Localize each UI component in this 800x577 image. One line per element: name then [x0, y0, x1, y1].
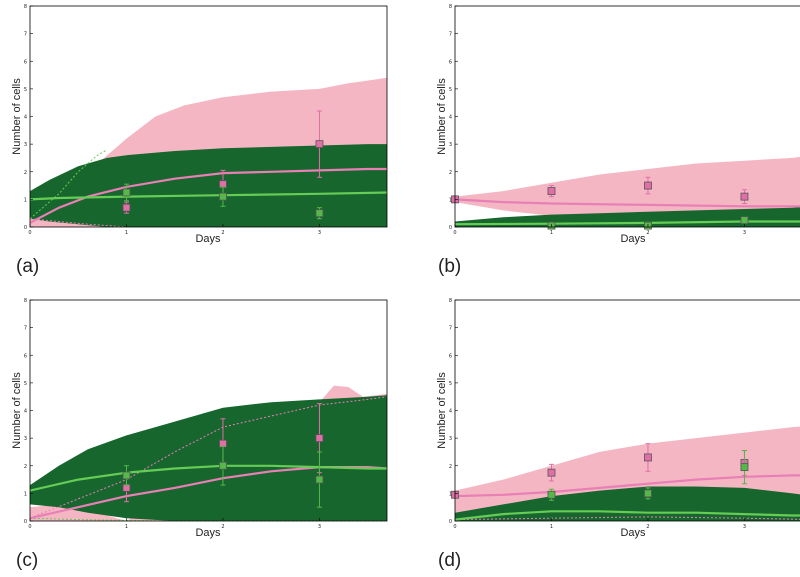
pink-mean-line [30, 167, 387, 224]
y-tick-label: 6 [449, 59, 452, 65]
y-axis-label: Number of cells [11, 78, 23, 155]
x-axis-label: Days [620, 233, 646, 245]
green-mean-line [455, 510, 800, 521]
x-tick-label: 0 [28, 230, 31, 236]
x-tick-label: 3 [318, 524, 321, 530]
green-data-point [122, 471, 131, 480]
green-mean-line [30, 191, 387, 201]
y-tick-label: 6 [24, 353, 27, 359]
chart-panel-c: 0 1 2 3 4 5 6 7 8 0 1 2 3 Days Number of cells (c) [11, 298, 388, 571]
green-data-point [644, 489, 652, 498]
pink-data-point [740, 192, 749, 201]
x-tick-label: 2 [221, 524, 224, 530]
x-tick-label: 3 [743, 230, 746, 236]
green-data-point [315, 209, 324, 218]
x-tick-label: 1 [550, 230, 553, 236]
x-tick-label: 1 [550, 524, 553, 530]
green-data-point [315, 475, 324, 484]
y-tick-label: 1 [449, 197, 452, 203]
y-tick-label: 7 [24, 326, 27, 332]
pink-data-point [547, 468, 556, 477]
y-axis-label: Number of cells [436, 372, 448, 449]
x-tick-label: 2 [221, 230, 224, 236]
green-range-band [30, 144, 387, 227]
y-tick-label: 2 [24, 464, 27, 470]
y-tick-label: 0 [449, 225, 452, 231]
x-tick-label: 1 [125, 524, 128, 530]
panel-label: (a) [16, 256, 39, 277]
pink-dotted-line [30, 396, 387, 519]
x-tick-label: 0 [453, 524, 456, 530]
panel-label: (b) [438, 256, 461, 277]
green-data-point [219, 461, 227, 470]
pink-data-point [315, 434, 324, 443]
chart-panel-d: 0 1 2 3 4 5 6 7 8 0 1 2 3 Days Number of cells (d) [436, 298, 800, 571]
y-tick-label: 7 [24, 32, 27, 38]
pink-data-point [644, 453, 652, 462]
panel-label: (d) [438, 550, 461, 571]
y-tick-label: 1 [24, 491, 27, 497]
y-tick-label: 4 [449, 115, 452, 121]
green-data-point [219, 192, 227, 201]
x-axis-label: Days [620, 527, 646, 539]
pink-range-band [455, 156, 800, 225]
x-tick-label: 2 [646, 230, 649, 236]
y-tick-label: 8 [449, 298, 452, 304]
y-tick-label: 8 [449, 4, 452, 10]
y-tick-label: 0 [449, 519, 452, 525]
y-tick-label: 3 [24, 436, 27, 442]
pink-data-point [644, 181, 652, 190]
green-data-point [740, 216, 749, 224]
x-tick-label: 0 [453, 230, 456, 236]
y-tick-label: 3 [449, 436, 452, 442]
y-tick-label: 5 [24, 381, 27, 387]
y-tick-label: 4 [449, 409, 452, 415]
y-tick-label: 6 [24, 59, 27, 65]
y-tick-label: 0 [24, 519, 27, 525]
x-axis-label: Days [195, 233, 221, 245]
y-tick-label: 7 [449, 326, 452, 332]
green-dotted-line [30, 517, 387, 521]
x-tick-label: 3 [318, 230, 321, 236]
y-tick-label: 2 [449, 170, 452, 176]
y-tick-label: 5 [449, 381, 452, 387]
y-tick-label: 1 [449, 491, 452, 497]
y-tick-label: 0 [24, 225, 27, 231]
y-tick-label: 8 [24, 4, 27, 10]
y-axis-label: Number of cells [436, 78, 448, 155]
y-tick-label: 4 [24, 409, 27, 415]
y-tick-label: 8 [24, 298, 27, 304]
y-tick-label: 5 [449, 87, 452, 93]
pink-data-point [315, 140, 324, 149]
y-tick-label: 4 [24, 115, 27, 121]
pink-data-point [547, 187, 556, 195]
y-tick-label: 6 [449, 353, 452, 359]
y-tick-label: 3 [449, 142, 452, 148]
y-tick-label: 5 [24, 87, 27, 93]
green-data-point [740, 463, 749, 472]
x-tick-label: 1 [125, 230, 128, 236]
green-data-point [547, 490, 556, 499]
y-axis-label: Number of cells [11, 372, 23, 449]
green-data-point [122, 188, 131, 197]
x-axis-label: Days [195, 527, 221, 539]
x-tick-label: 2 [646, 524, 649, 530]
y-tick-label: 2 [24, 170, 27, 176]
x-tick-label: 0 [28, 524, 31, 530]
pink-dotted-line [455, 516, 800, 521]
chart-panel-a: 0 1 2 3 4 5 6 7 8 0 1 2 3 Days Number of cells (a) [11, 4, 388, 277]
pink-mean-line [455, 474, 800, 498]
chart-panel-b: 0 1 2 3 4 5 6 7 8 0 1 2 3 Days Number of cells (b) [436, 4, 800, 277]
green-dotted-line [30, 149, 108, 220]
y-tick-label: 1 [24, 197, 27, 203]
panel-label: (c) [16, 550, 38, 571]
y-tick-label: 3 [24, 142, 27, 148]
y-tick-label: 7 [449, 32, 452, 38]
green-range-band [30, 395, 387, 521]
pink-data-point [122, 203, 131, 212]
y-tick-label: 2 [449, 464, 452, 470]
pink-mean-line [455, 198, 800, 208]
x-tick-label: 3 [743, 524, 746, 530]
